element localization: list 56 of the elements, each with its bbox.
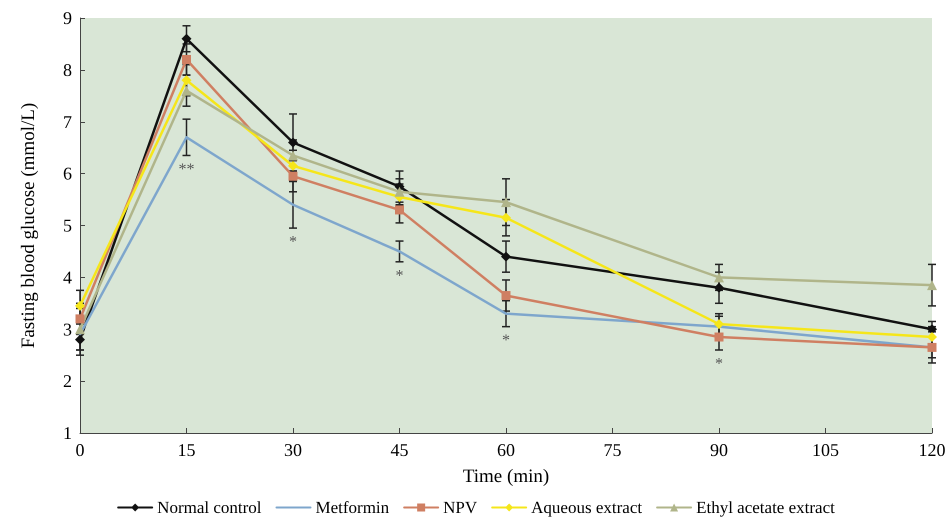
x-tick-label: 90 <box>710 440 728 460</box>
point <box>714 332 724 342</box>
legend-label: Aqueous extract <box>531 498 642 517</box>
point <box>928 342 936 352</box>
point <box>288 138 298 148</box>
point <box>75 324 85 334</box>
point <box>75 300 85 311</box>
point <box>182 55 191 64</box>
x-tick-label: 105 <box>812 440 839 460</box>
legend-label: Metformin <box>315 498 390 517</box>
y-tick-label: 3 <box>63 319 72 340</box>
point <box>714 272 724 282</box>
point <box>714 319 724 330</box>
y-tick-label: 9 <box>63 8 72 28</box>
legend-label: Ethyl acetate extract <box>696 498 836 517</box>
x-tick-label: 45 <box>390 440 408 460</box>
x-tick-label: 60 <box>497 440 515 460</box>
y-tick-label: 1 <box>63 423 72 443</box>
annotation: ** <box>178 160 194 178</box>
legend-label: Normal control <box>157 498 262 517</box>
point <box>927 332 937 342</box>
point <box>502 291 510 300</box>
point <box>75 334 85 345</box>
point <box>501 197 511 208</box>
y-axis-title: Fasting blood glucose (mmol/L) <box>18 102 39 348</box>
y-tick-label: 2 <box>63 371 72 392</box>
point <box>501 212 511 223</box>
point <box>501 252 511 262</box>
point <box>182 34 192 44</box>
y-tick-label: 7 <box>63 112 72 132</box>
point <box>182 75 192 86</box>
y-tick-label: 6 <box>63 164 72 184</box>
annotation: * <box>502 332 510 350</box>
x-tick-label: 120 <box>918 440 946 460</box>
point <box>288 172 298 181</box>
x-tick-label: 0 <box>76 440 84 460</box>
y-tick-label: 4 <box>63 267 72 288</box>
annotation: * <box>289 234 297 251</box>
y-tick-label: 8 <box>63 60 72 80</box>
point <box>927 324 937 334</box>
point <box>76 314 84 324</box>
y-tick-label: 5 <box>63 216 72 236</box>
point <box>395 205 404 214</box>
x-tick-label: 30 <box>284 440 302 460</box>
legend-label: NPV <box>443 498 478 517</box>
x-tick-label: 75 <box>604 440 622 460</box>
point <box>927 280 937 290</box>
annotation: * <box>715 356 723 372</box>
point <box>394 186 404 197</box>
x-tick-label: 15 <box>178 440 196 460</box>
point <box>288 160 298 171</box>
point <box>182 86 192 96</box>
point <box>714 282 724 293</box>
x-axis-title: Time (min) <box>462 466 550 487</box>
annotation: * <box>396 267 404 284</box>
point <box>288 150 298 160</box>
